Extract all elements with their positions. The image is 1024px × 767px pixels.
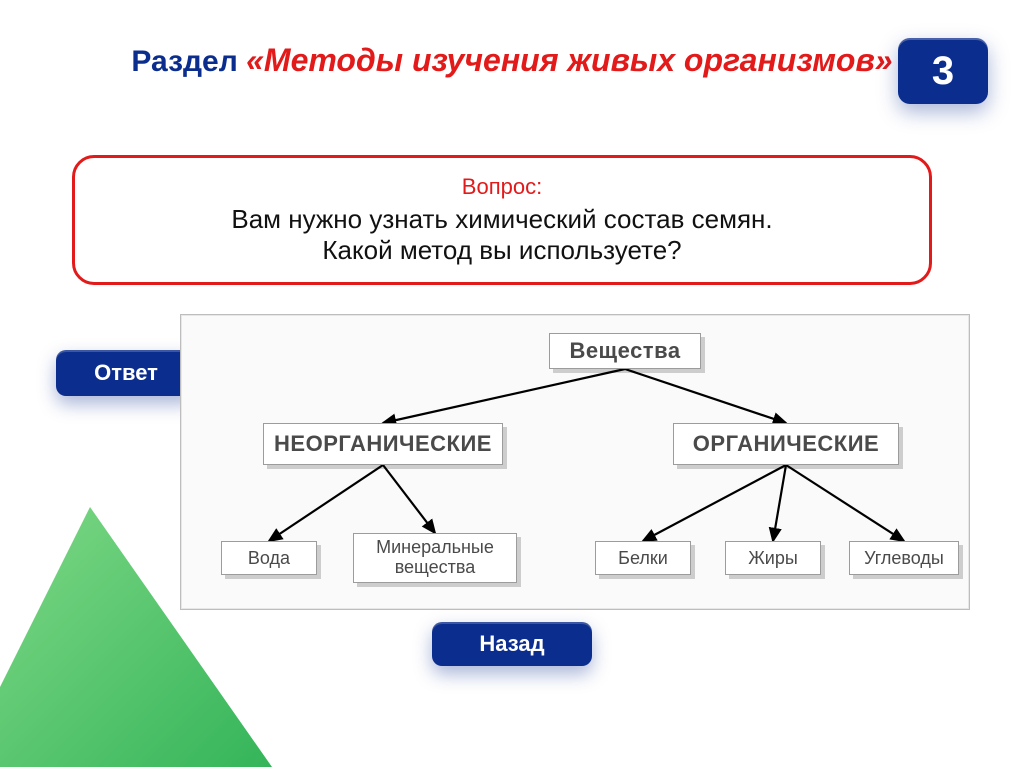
question-number-badge: 3 [898,38,988,104]
node-prot: Белки [595,541,691,575]
question-label: Вопрос: [462,174,542,200]
question-number: 3 [932,49,954,94]
edge-inorg-miner [383,465,435,533]
edge-org-prot [643,465,786,541]
question-line-2: Какой метод вы используете? [322,235,681,266]
back-button-label: Назад [479,631,544,657]
edge-org-carb [786,465,904,541]
edge-root-inorg [383,369,625,423]
substances-diagram: Вещества НЕОРГАНИЧЕСКИЕ ОРГАНИЧЕСКИЕ Вода Ми… [180,314,970,610]
answer-button[interactable]: Ответ [56,350,196,396]
question-line-1: Вам нужно узнать химический состав семян… [231,204,772,235]
edge-inorg-water [269,465,383,541]
section-header: Раздел «Методы изучения живых организмов… [0,42,1024,79]
node-water: Вода [221,541,317,575]
node-root: Вещества [549,333,701,369]
question-box: Вопрос: Вам нужно узнать химический сост… [72,155,932,285]
node-carb: Углеводы [849,541,959,575]
answer-button-label: Ответ [94,360,158,386]
node-fat: Жиры [725,541,821,575]
back-button[interactable]: Назад [432,622,592,666]
edge-org-fat [773,465,786,541]
node-miner: Минеральныевещества [353,533,517,583]
node-org: ОРГАНИЧЕСКИЕ [673,423,899,465]
section-prefix: Раздел [131,45,246,78]
node-inorg: НЕОРГАНИЧЕСКИЕ [263,423,503,465]
edge-root-org [625,369,786,423]
section-topic: «Методы изучения живых организмов» [246,42,892,78]
slide-canvas: Раздел «Методы изучения живых организмов… [0,0,1024,767]
